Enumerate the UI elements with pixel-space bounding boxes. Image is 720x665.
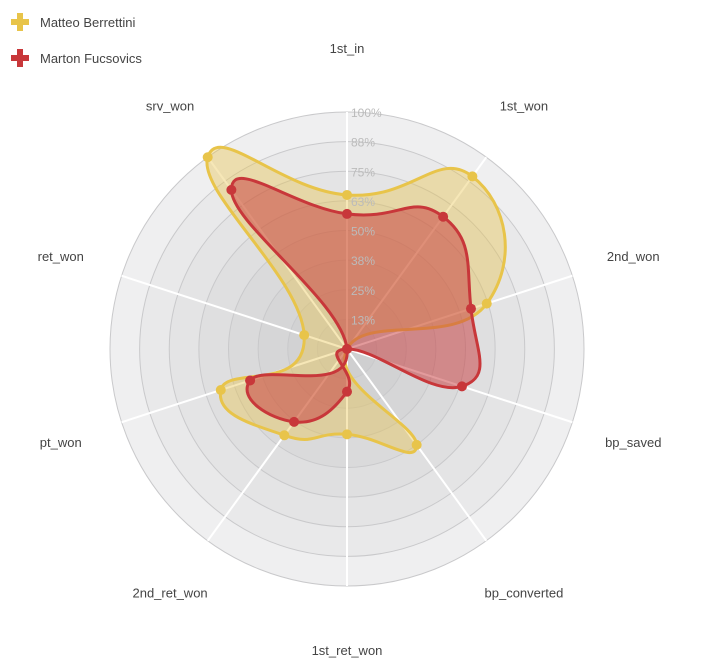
- data-point: [202, 152, 213, 163]
- legend: Matteo Berrettini Marton Fucsovics: [10, 12, 142, 84]
- axis-label-pt_won: pt_won: [40, 435, 82, 450]
- tick-label: 88%: [351, 136, 375, 150]
- series-area-1: [229, 176, 482, 424]
- axis-label-1st_ret_won: 1st_ret_won: [312, 643, 383, 658]
- data-point: [342, 189, 352, 200]
- axis-line: [121, 274, 348, 350]
- data-point: [456, 381, 467, 392]
- data-point: [245, 375, 256, 386]
- tick-label: 100%: [351, 106, 382, 120]
- tick-label: 50%: [351, 225, 375, 239]
- axis-label-bp_converted: bp_converted: [485, 586, 564, 601]
- data-point: [467, 171, 478, 182]
- data-point: [342, 344, 352, 354]
- tick-label: 25%: [351, 284, 375, 298]
- data-point: [465, 303, 476, 314]
- tick-label: 13%: [351, 313, 375, 327]
- data-point: [342, 208, 352, 219]
- data-point: [299, 330, 310, 341]
- data-point: [411, 439, 422, 450]
- data-point: [226, 184, 237, 195]
- legend-label: Matteo Berrettini: [40, 14, 136, 30]
- data-point: [481, 298, 492, 309]
- axis-label-1st_won: 1st_won: [500, 98, 548, 113]
- data-point: [342, 429, 352, 440]
- data-point: [215, 385, 226, 396]
- axis-label-2nd_ret_won: 2nd_ret_won: [132, 586, 207, 601]
- data-point: [289, 416, 300, 427]
- axis-label-bp_saved: bp_saved: [605, 435, 661, 450]
- axis-label-srv_won: srv_won: [146, 98, 194, 113]
- legend-label: Marton Fucsovics: [40, 50, 142, 66]
- tick-label: 63%: [351, 195, 375, 209]
- axis-line: [121, 348, 348, 424]
- data-point: [438, 211, 449, 222]
- plus-icon: [11, 13, 29, 31]
- legend-item-berrettini[interactable]: Matteo Berrettini: [10, 12, 142, 32]
- tick-label: 38%: [351, 254, 375, 268]
- tick-label: 75%: [351, 165, 375, 179]
- legend-item-fucsovics[interactable]: Marton Fucsovics: [10, 48, 142, 68]
- axis-label-ret_won: ret_won: [38, 249, 84, 264]
- plus-icon: [11, 49, 29, 67]
- axis-label-2nd_won: 2nd_won: [607, 249, 660, 264]
- axis-label-1st_in: 1st_in: [330, 41, 365, 56]
- data-point: [342, 386, 352, 397]
- data-point: [279, 430, 290, 441]
